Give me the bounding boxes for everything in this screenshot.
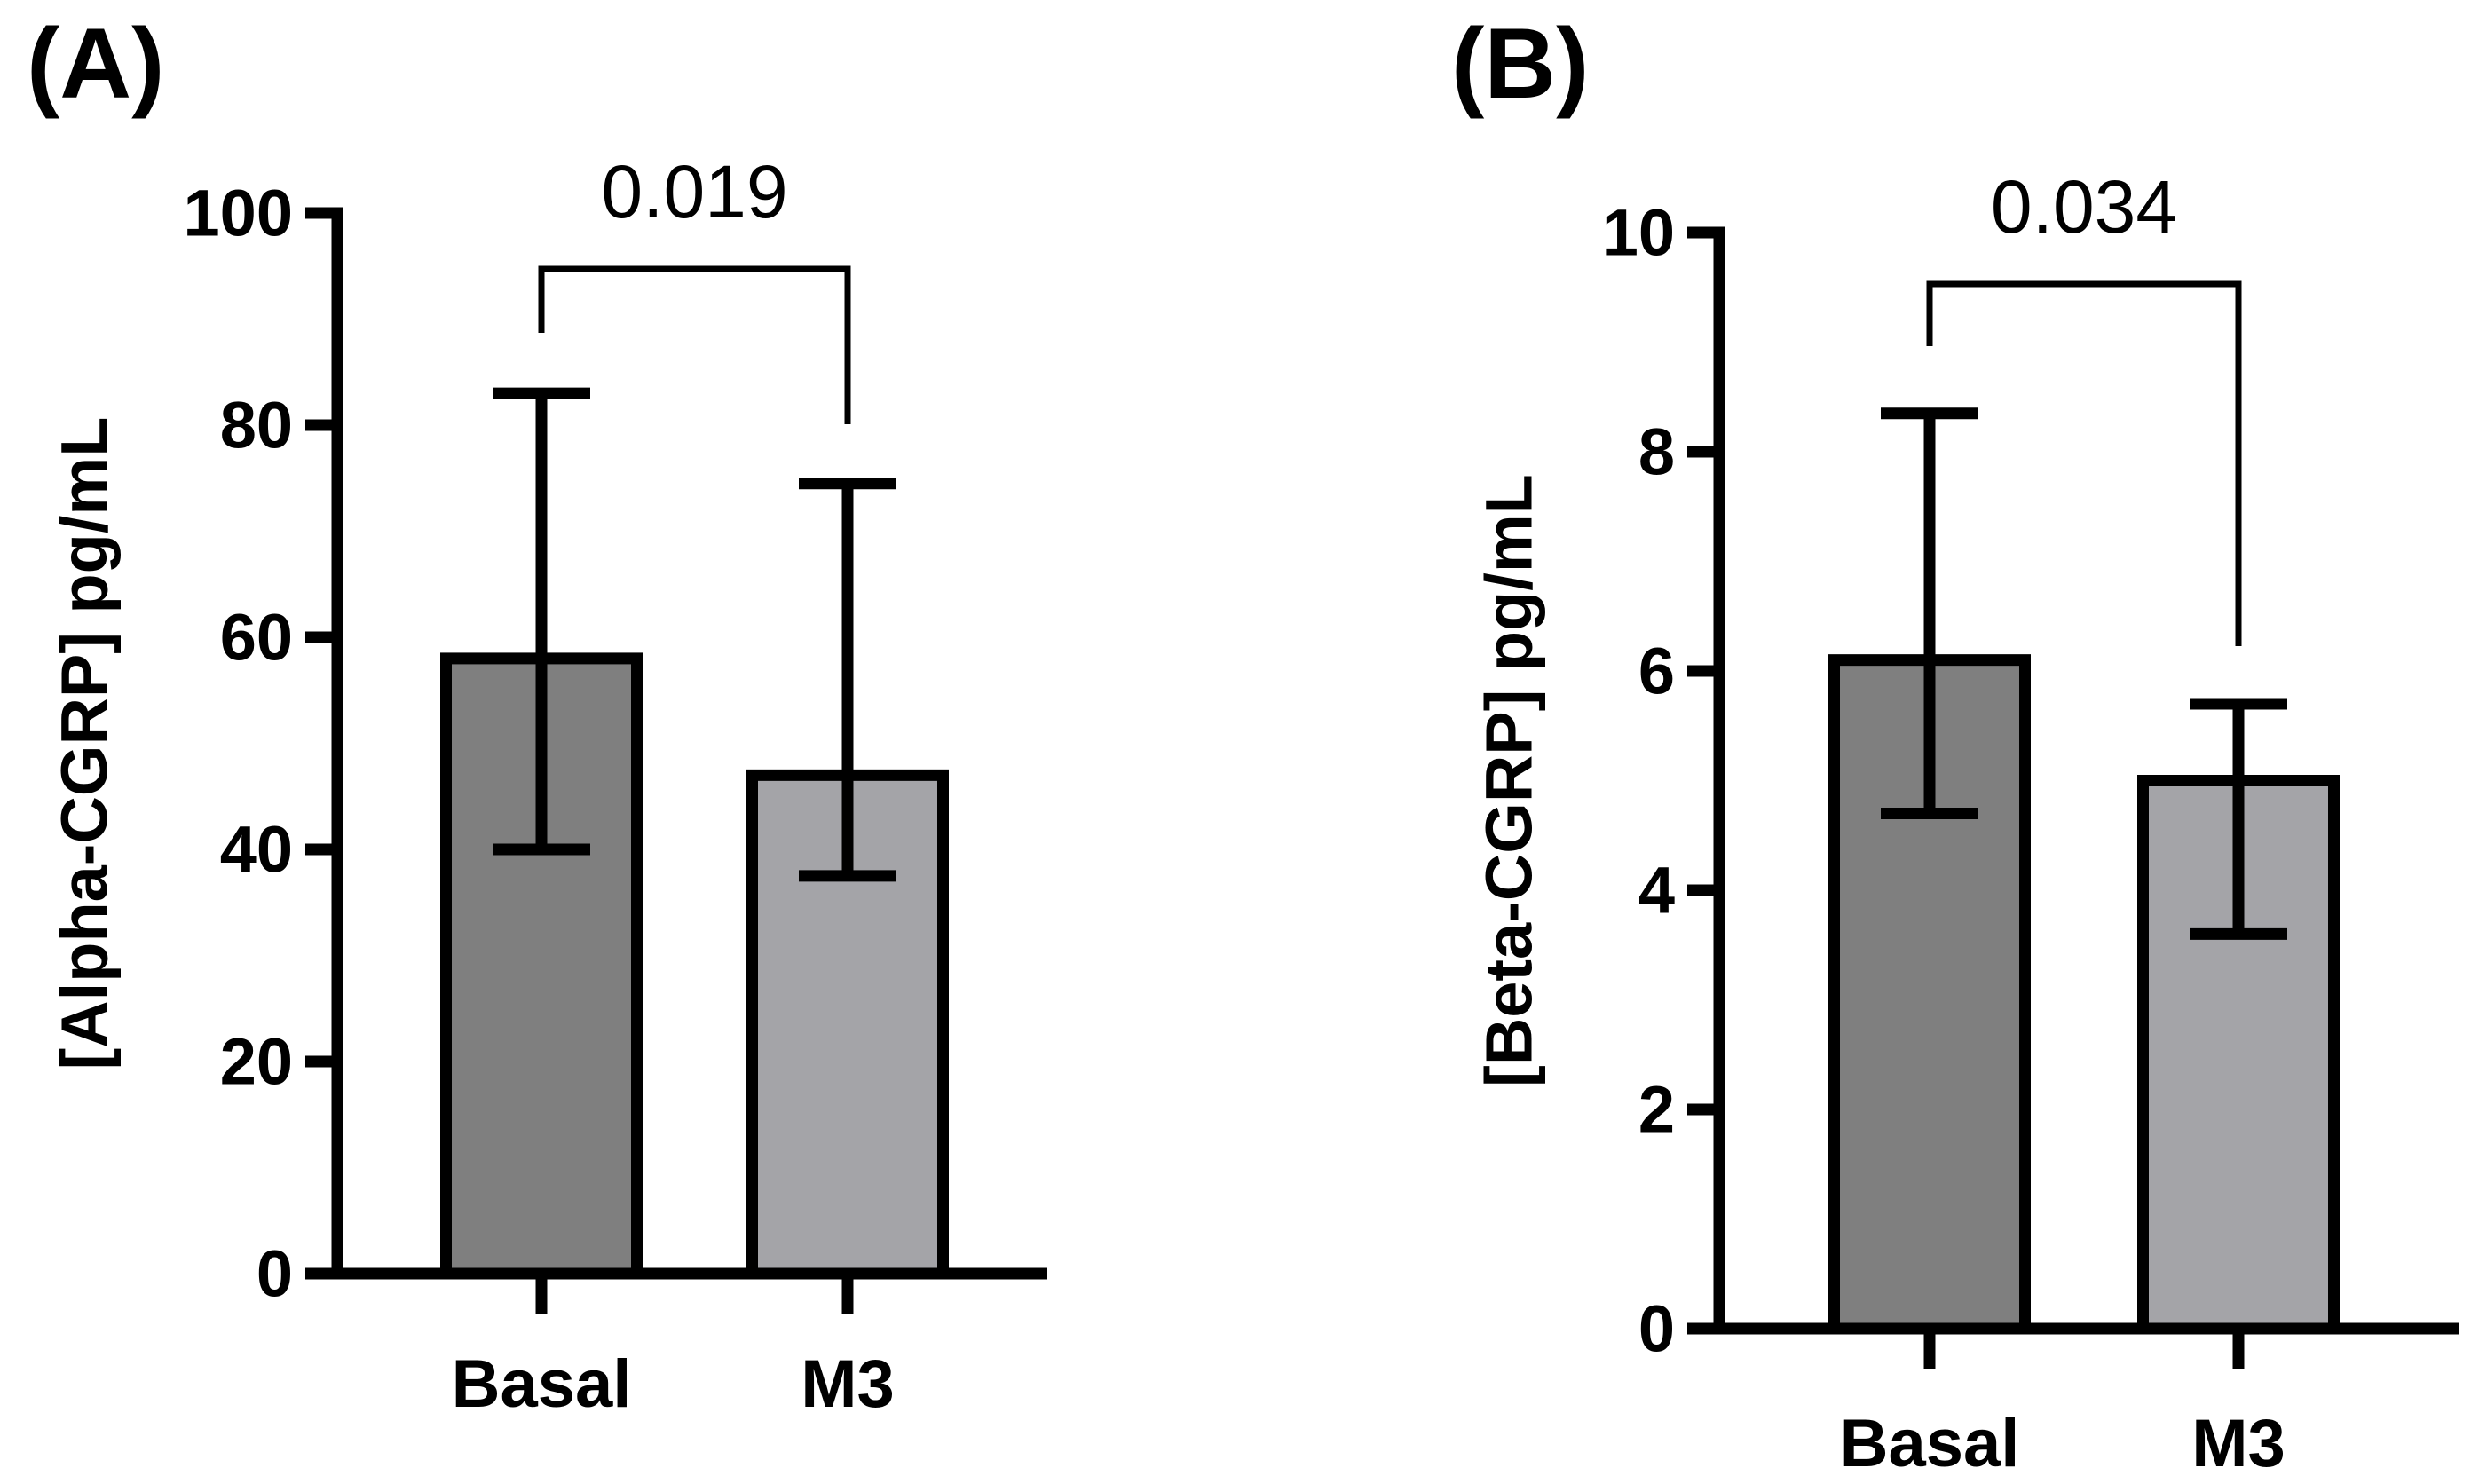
y-axis-title: [Alpha-CGRP] pg/mL [48,417,122,1070]
y-tick-label: 20 [220,1025,293,1099]
error-bar-basal [493,387,590,856]
error-bar-m3 [799,478,896,882]
error-bar-m3 [2190,698,2287,940]
x-tick-label-m3: M3 [801,1346,895,1422]
p-value-label: 0.019 [601,150,787,233]
x-tick-label-basal: Basal [452,1346,632,1422]
y-tick-label: 10 [1602,196,1675,270]
y-tick-label: 6 [1638,635,1675,708]
significance-bracket [1926,280,2242,646]
y-tick-label: 8 [1638,415,1675,489]
p-value-label: 0.034 [1991,165,2177,249]
y-tick-label: 0 [1638,1292,1675,1366]
x-tick-label-m3: M3 [2191,1406,2285,1481]
y-tick-label: 2 [1638,1073,1675,1147]
y-tick-label: 60 [220,601,293,675]
panel-a: (A) 0 20 40 60 80 100 Basal M3 [Alpha-CGRP] pg/mL… [27,8,1047,1422]
panel-label: (B) [1451,8,1589,119]
y-axis-title: [Beta-CGRP] pg/mL [1472,474,1546,1087]
error-bar-basal [1881,407,1978,820]
panel-label: (A) [27,8,164,119]
y-tick-label: 100 [184,177,293,250]
panel-b: (B) 0 2 4 6 8 10 Basal M3 [Beta-CGRP] pg/mL 0.034 [1451,8,2459,1481]
significance-bracket [538,265,851,424]
x-tick-label-basal: Basal [1840,1406,2020,1481]
y-tick-label: 40 [220,813,293,887]
y-tick-label: 4 [1638,854,1675,928]
y-tick-label: 80 [220,389,293,462]
y-tick-label: 0 [257,1237,293,1311]
